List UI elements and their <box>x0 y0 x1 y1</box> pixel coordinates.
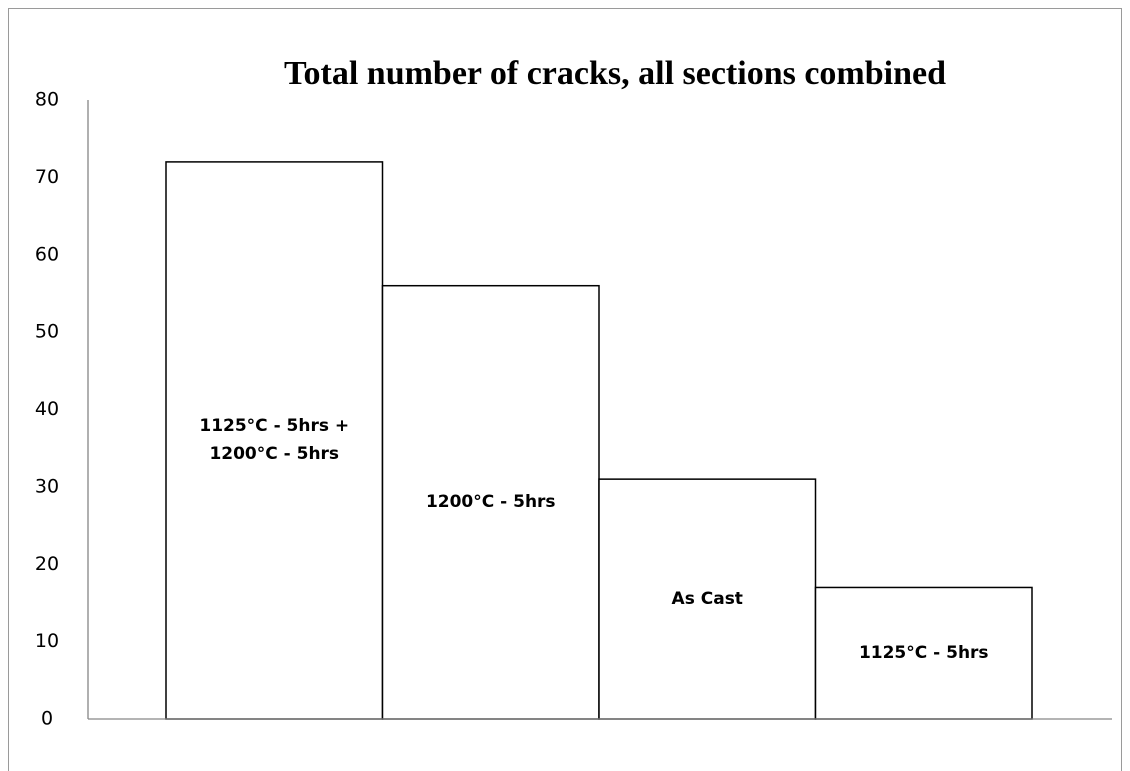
y-tick-label: 60 <box>35 243 59 265</box>
bar-label: As Cast <box>671 589 743 610</box>
bar-label: 1125°C - 5hrs + 1200°C - 5hrs <box>199 416 350 465</box>
bar <box>165 161 384 720</box>
bar-label: 1125°C - 5hrs <box>858 643 989 664</box>
y-tick-label: 50 <box>35 321 59 343</box>
bar <box>598 478 817 720</box>
y-tick-label: 20 <box>35 553 59 575</box>
bar <box>381 284 600 720</box>
y-tick-label: 0 <box>41 708 53 730</box>
y-tick-label: 80 <box>35 89 59 111</box>
y-tick-label: 40 <box>35 398 59 420</box>
y-tick-label: 70 <box>35 166 59 188</box>
bar-label: 1200°C - 5hrs <box>425 492 556 513</box>
chart-border <box>8 8 1122 771</box>
y-tick-label: 10 <box>35 630 59 652</box>
bar <box>814 586 1033 720</box>
y-tick-label: 30 <box>35 475 59 497</box>
chart-title: Total number of cracks, all sections com… <box>284 55 946 92</box>
